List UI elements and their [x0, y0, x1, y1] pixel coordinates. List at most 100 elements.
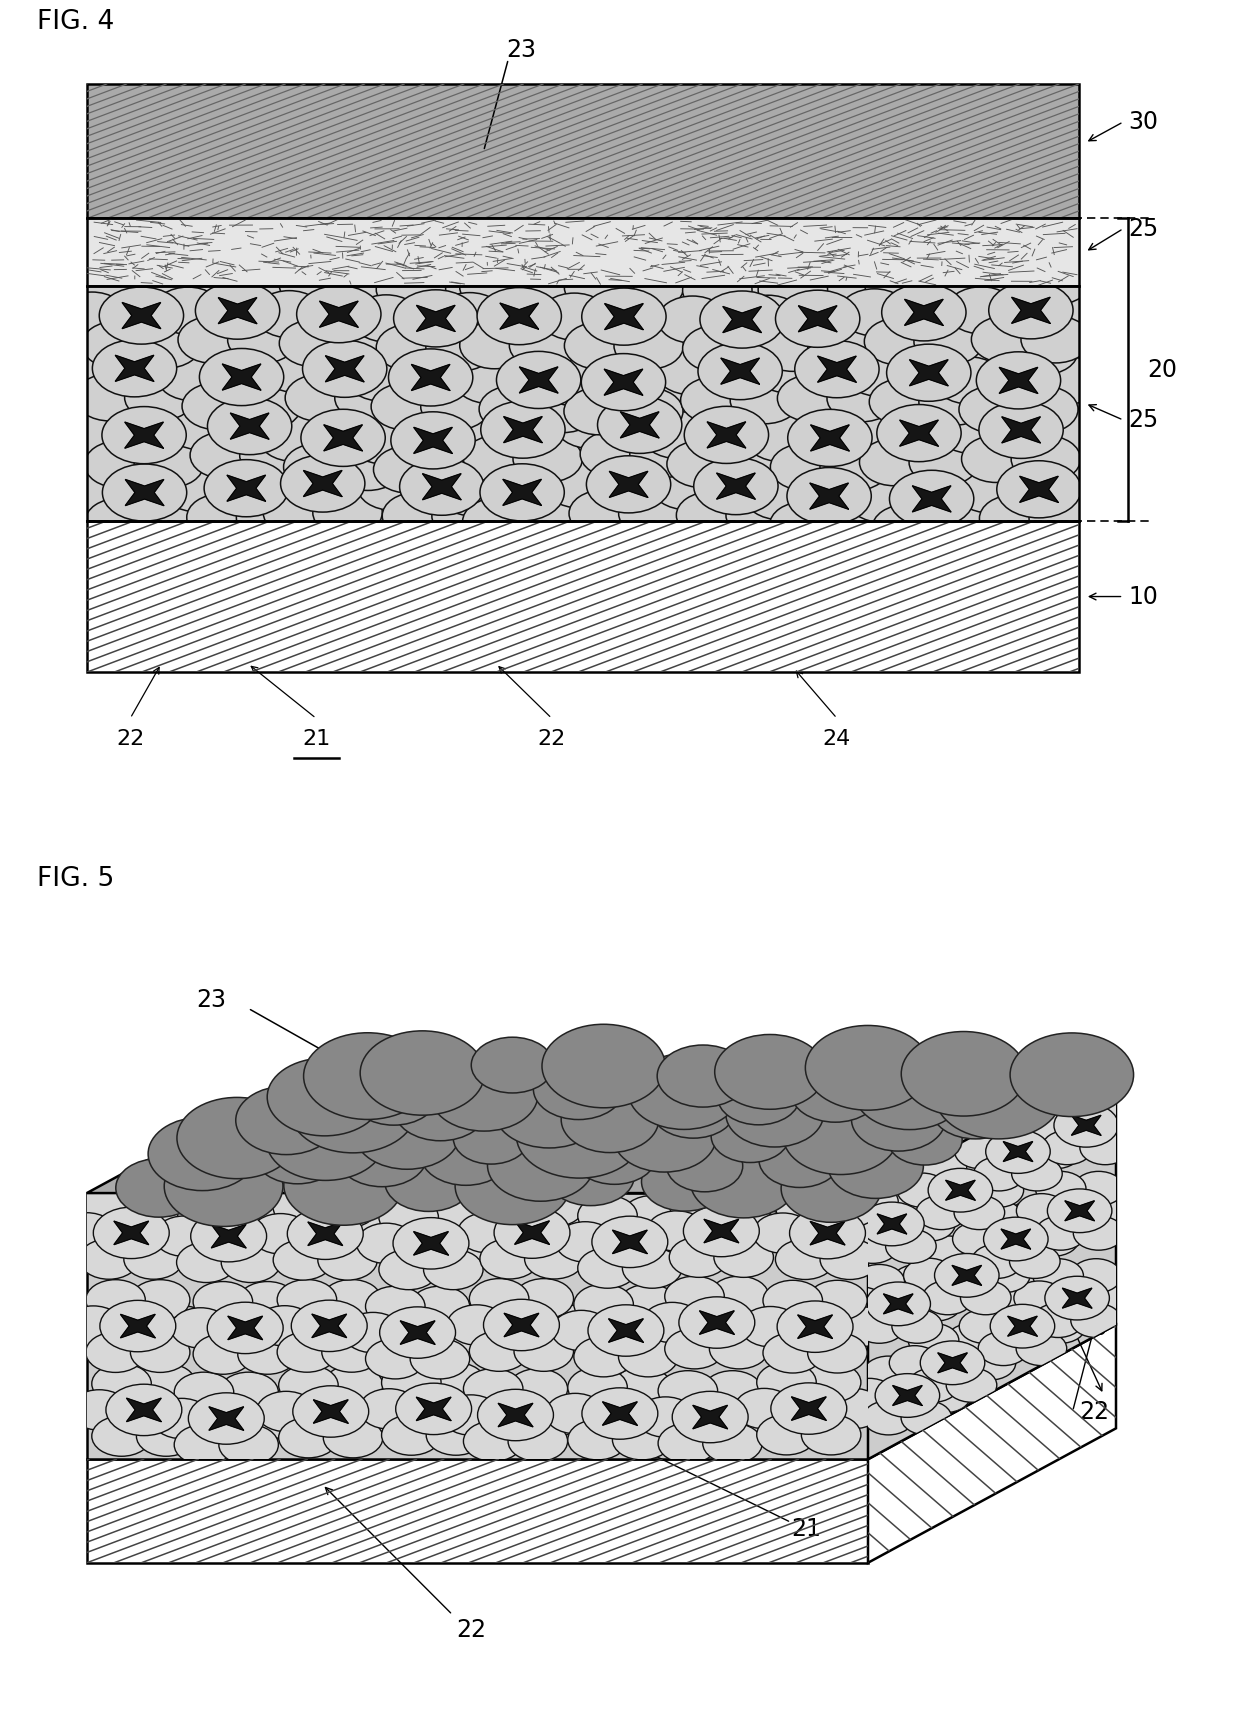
- Circle shape: [889, 470, 973, 528]
- Circle shape: [587, 456, 671, 512]
- Polygon shape: [799, 305, 837, 333]
- Circle shape: [196, 283, 280, 339]
- Circle shape: [515, 1332, 574, 1371]
- Text: 23: 23: [196, 987, 226, 1011]
- Circle shape: [232, 324, 301, 372]
- Polygon shape: [810, 483, 848, 509]
- Polygon shape: [1065, 1202, 1095, 1220]
- Circle shape: [613, 1368, 672, 1407]
- Polygon shape: [312, 1315, 347, 1337]
- Circle shape: [980, 1258, 1030, 1292]
- Circle shape: [460, 322, 529, 369]
- Circle shape: [770, 386, 839, 432]
- Circle shape: [647, 1210, 707, 1251]
- Circle shape: [534, 293, 604, 339]
- Circle shape: [642, 411, 712, 458]
- Circle shape: [250, 1214, 310, 1255]
- Circle shape: [740, 1306, 800, 1347]
- Polygon shape: [946, 1181, 975, 1200]
- Circle shape: [1071, 1303, 1121, 1337]
- Circle shape: [678, 1297, 755, 1349]
- Circle shape: [182, 382, 252, 430]
- Circle shape: [455, 1147, 570, 1224]
- Circle shape: [358, 415, 428, 461]
- Circle shape: [477, 288, 562, 345]
- Circle shape: [801, 1414, 861, 1455]
- Circle shape: [1054, 466, 1123, 512]
- Circle shape: [100, 1301, 176, 1352]
- Circle shape: [839, 290, 909, 336]
- Circle shape: [901, 1400, 951, 1435]
- Circle shape: [717, 382, 786, 428]
- Text: 22: 22: [456, 1618, 486, 1642]
- Circle shape: [718, 1070, 800, 1124]
- Circle shape: [464, 435, 533, 482]
- Circle shape: [334, 386, 403, 432]
- Text: 24: 24: [823, 730, 851, 749]
- Circle shape: [921, 446, 991, 494]
- Circle shape: [433, 1313, 492, 1352]
- Circle shape: [734, 1388, 794, 1429]
- Circle shape: [936, 406, 1006, 454]
- Circle shape: [86, 1332, 145, 1373]
- Circle shape: [424, 1250, 484, 1289]
- Circle shape: [510, 322, 579, 369]
- Circle shape: [725, 492, 795, 538]
- Circle shape: [777, 375, 847, 422]
- Circle shape: [279, 262, 348, 309]
- Circle shape: [1008, 327, 1078, 375]
- Circle shape: [770, 444, 839, 490]
- Circle shape: [379, 1250, 439, 1289]
- Circle shape: [130, 1332, 190, 1373]
- Circle shape: [683, 1205, 759, 1256]
- Circle shape: [854, 1265, 904, 1299]
- Circle shape: [376, 266, 445, 312]
- Circle shape: [714, 1238, 774, 1277]
- Polygon shape: [126, 1399, 161, 1421]
- Polygon shape: [883, 1294, 913, 1315]
- Circle shape: [1029, 495, 1099, 542]
- Circle shape: [698, 343, 782, 399]
- Polygon shape: [520, 367, 558, 393]
- Circle shape: [371, 382, 440, 430]
- Text: 10: 10: [1079, 1316, 1109, 1340]
- Circle shape: [159, 1390, 218, 1429]
- Circle shape: [791, 1061, 880, 1123]
- Circle shape: [1074, 1171, 1123, 1205]
- Circle shape: [273, 1239, 332, 1280]
- Circle shape: [869, 379, 939, 425]
- Circle shape: [254, 1126, 341, 1184]
- Circle shape: [296, 286, 381, 343]
- Circle shape: [1048, 1190, 1112, 1232]
- Circle shape: [301, 410, 386, 466]
- Circle shape: [639, 293, 708, 339]
- Circle shape: [552, 1309, 611, 1351]
- Circle shape: [946, 1368, 997, 1402]
- Circle shape: [775, 1186, 835, 1227]
- Circle shape: [614, 387, 683, 435]
- Polygon shape: [417, 1397, 451, 1421]
- Circle shape: [978, 1332, 1029, 1366]
- Circle shape: [676, 434, 745, 480]
- Circle shape: [236, 1087, 337, 1155]
- Circle shape: [709, 1277, 769, 1316]
- Circle shape: [239, 374, 309, 420]
- Circle shape: [513, 435, 583, 482]
- Text: 20: 20: [1147, 358, 1177, 382]
- Circle shape: [1008, 386, 1078, 434]
- Circle shape: [569, 490, 639, 536]
- Text: 22: 22: [538, 730, 565, 749]
- Circle shape: [717, 440, 786, 487]
- Polygon shape: [1008, 1316, 1037, 1337]
- Circle shape: [755, 348, 825, 394]
- Circle shape: [254, 291, 324, 338]
- Circle shape: [682, 326, 751, 372]
- Circle shape: [763, 1280, 822, 1320]
- Circle shape: [174, 1373, 233, 1412]
- Polygon shape: [810, 1222, 844, 1244]
- Circle shape: [487, 1130, 594, 1202]
- Circle shape: [177, 1097, 296, 1179]
- Circle shape: [573, 1128, 656, 1184]
- Circle shape: [454, 357, 523, 403]
- Circle shape: [676, 492, 745, 538]
